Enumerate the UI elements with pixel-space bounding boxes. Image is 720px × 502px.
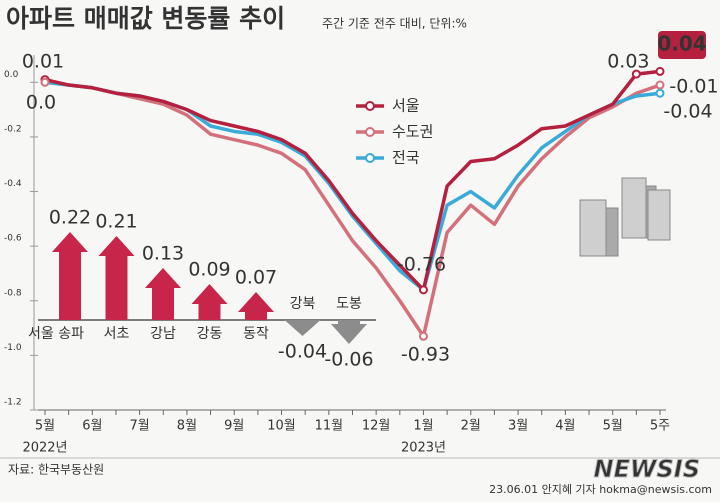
point	[418, 285, 428, 295]
bar-arrow	[98, 236, 135, 320]
x-tick-label: 5주	[650, 419, 670, 434]
y-tick-label: -0.6	[4, 234, 22, 244]
legend-marker	[365, 127, 375, 137]
x-tick-label: 11월	[315, 419, 344, 434]
bar-arrow	[238, 292, 274, 320]
category-label: 강남	[150, 326, 176, 342]
y-tick-label: 0.0	[4, 70, 19, 80]
y-tick-label: -1.2	[4, 398, 22, 408]
x-tick-label: 4월	[555, 419, 575, 434]
data-label: 0.0	[26, 92, 56, 114]
data-label: 0.01	[22, 51, 64, 73]
legend-label: 서울	[392, 97, 420, 115]
chart-subtitle: 주간 기준 전주 대비, 단위:%	[322, 17, 467, 31]
category-label: 서울 송파	[28, 326, 84, 342]
category-label: 서초	[104, 326, 130, 342]
chart-title: 아파트 매매값 변동률 추이	[6, 4, 285, 33]
year-label: 2022년	[22, 441, 67, 456]
x-tick-label: 2월	[461, 419, 481, 434]
point	[418, 331, 428, 341]
source: 자료: 한국부동산원	[8, 463, 104, 477]
category-label: 도봉	[336, 296, 362, 312]
buildings-icon	[579, 177, 671, 257]
y-tick-label: -0.2	[4, 124, 22, 134]
data-label: -0.04	[663, 101, 712, 123]
point	[655, 66, 665, 76]
bar-arrow	[145, 268, 181, 320]
bar-arrow	[52, 232, 88, 320]
x-tick-label: 12월	[362, 419, 391, 434]
bar-arrow	[331, 320, 367, 344]
data-label: 0.22	[49, 207, 91, 229]
legend-label: 전국	[392, 149, 420, 167]
x-tick-label: 9월	[224, 419, 244, 434]
point	[40, 77, 50, 87]
data-label: -0.76	[397, 254, 446, 276]
data-label: -0.01	[669, 76, 718, 98]
data-label: 0.04	[657, 32, 706, 56]
category-label: 강북	[290, 296, 316, 312]
legend-marker	[365, 153, 375, 163]
x-tick-label: 3월	[508, 419, 528, 434]
data-label: 0.07	[235, 267, 277, 289]
series-line	[44, 69, 661, 292]
y-tick-label: -1.0	[4, 343, 22, 353]
x-tick-label: 5월	[603, 419, 623, 434]
series-line	[44, 80, 661, 339]
legend-marker	[365, 101, 375, 111]
data-label: -0.06	[324, 349, 373, 371]
data-label: -0.93	[401, 344, 450, 366]
legend-label: 수도권	[392, 123, 433, 141]
bar-arrow	[191, 284, 228, 320]
point	[655, 88, 665, 98]
point	[655, 80, 665, 90]
logo: NEWSIS	[594, 455, 700, 483]
x-tick-label: 10월	[267, 419, 296, 434]
x-tick-label: 7월	[129, 419, 149, 434]
data-label: 0.21	[95, 211, 137, 233]
data-label: 0.09	[188, 259, 230, 281]
label-box	[658, 31, 706, 59]
x-tick-label: 1월	[413, 419, 433, 434]
y-tick-label: -0.4	[4, 179, 22, 189]
x-tick-label: 8월	[177, 419, 197, 434]
data-label: 0.03	[607, 51, 649, 73]
category-label: 동작	[243, 326, 269, 342]
y-tick-label: -0.8	[4, 288, 22, 298]
bar-arrow	[284, 320, 321, 336]
category-label: 강동	[197, 326, 223, 342]
year-label: 2023년	[401, 441, 446, 456]
data-label: 0.13	[142, 243, 184, 265]
x-tick-label: 6월	[82, 419, 102, 434]
data-label: -0.04	[278, 341, 327, 363]
point	[631, 69, 641, 79]
credit: 23.06.01 안지혜 기자 hokma@newsis.com	[489, 483, 712, 496]
x-tick-label: 5월	[35, 419, 55, 434]
